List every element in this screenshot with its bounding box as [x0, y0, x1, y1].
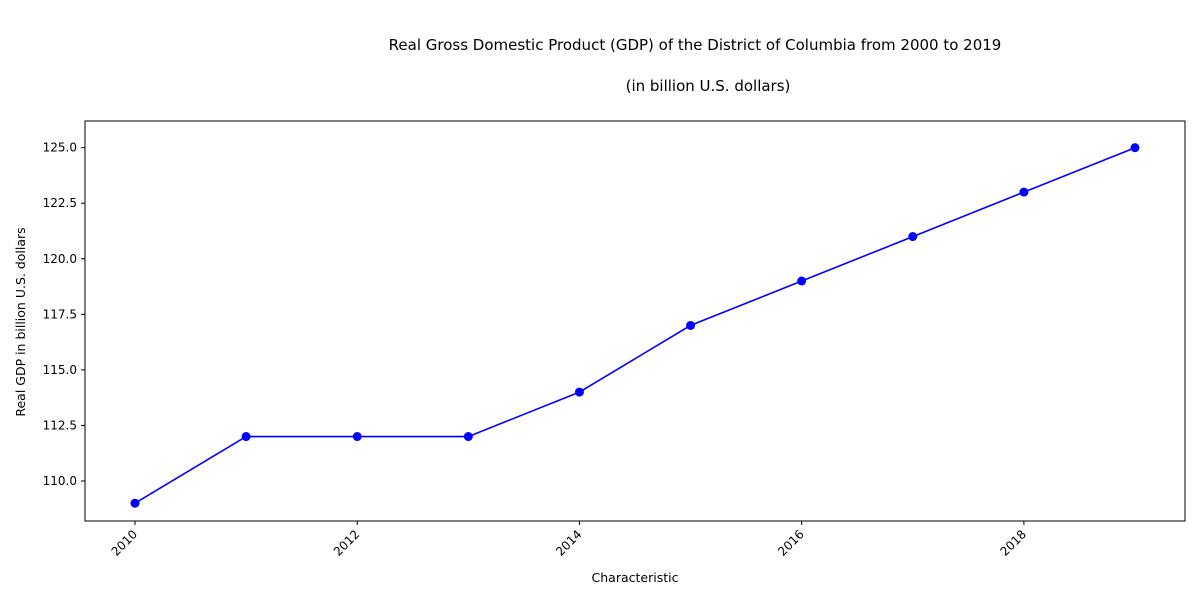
y-tick-label: 125.0: [43, 141, 77, 155]
y-tick-label: 115.0: [43, 363, 77, 377]
data-point: [1019, 187, 1029, 197]
x-tick-label: 2018: [998, 527, 1029, 558]
data-point: [463, 432, 473, 442]
data-point: [1130, 143, 1140, 153]
y-tick-label: 120.0: [43, 252, 77, 266]
data-point: [797, 276, 807, 286]
x-tick-label: 2016: [775, 527, 806, 558]
gdp-series-markers: [130, 143, 1140, 508]
x-axis: 2010 2012 2014 2016 2018: [109, 521, 1029, 559]
data-point: [574, 387, 584, 397]
y-tick-label: 112.5: [43, 418, 77, 432]
y-tick-label: 110.0: [43, 474, 77, 488]
x-tick-label: 2010: [109, 527, 140, 558]
chart-title: Real Gross Domestic Product (GDP) of the…: [389, 36, 1002, 54]
y-axis: 110.0 112.5 115.0 117.5 120.0 122.5 125.0: [43, 141, 85, 488]
x-tick-label: 2012: [331, 527, 362, 558]
data-point: [686, 320, 696, 330]
data-point: [352, 432, 362, 442]
x-tick-label: 2014: [553, 527, 584, 558]
data-point: [130, 498, 140, 508]
data-point: [908, 232, 918, 242]
y-axis-label: Real GDP in billion U.S. dollars: [13, 227, 28, 416]
chart-subtitle: (in billion U.S. dollars): [626, 77, 791, 95]
plot-frame: [84, 120, 1186, 522]
y-tick-label: 117.5: [43, 307, 77, 321]
y-tick-label: 122.5: [43, 196, 77, 210]
gdp-series-line: [134, 146, 1136, 504]
data-point: [241, 432, 251, 442]
x-axis-label: Characteristic: [592, 570, 679, 585]
